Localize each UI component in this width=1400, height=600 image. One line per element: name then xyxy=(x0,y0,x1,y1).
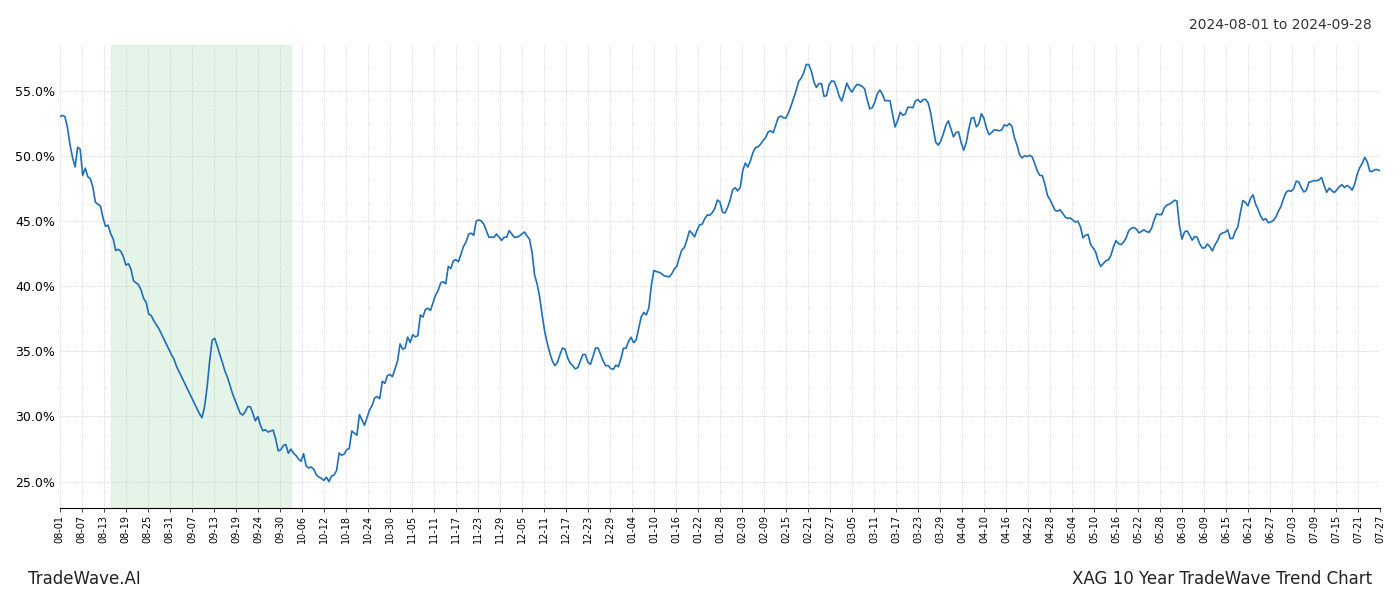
Text: XAG 10 Year TradeWave Trend Chart: XAG 10 Year TradeWave Trend Chart xyxy=(1072,570,1372,588)
Text: 2024-08-01 to 2024-09-28: 2024-08-01 to 2024-09-28 xyxy=(1189,18,1372,32)
Text: TradeWave.AI: TradeWave.AI xyxy=(28,570,141,588)
Bar xyxy=(111,45,291,508)
